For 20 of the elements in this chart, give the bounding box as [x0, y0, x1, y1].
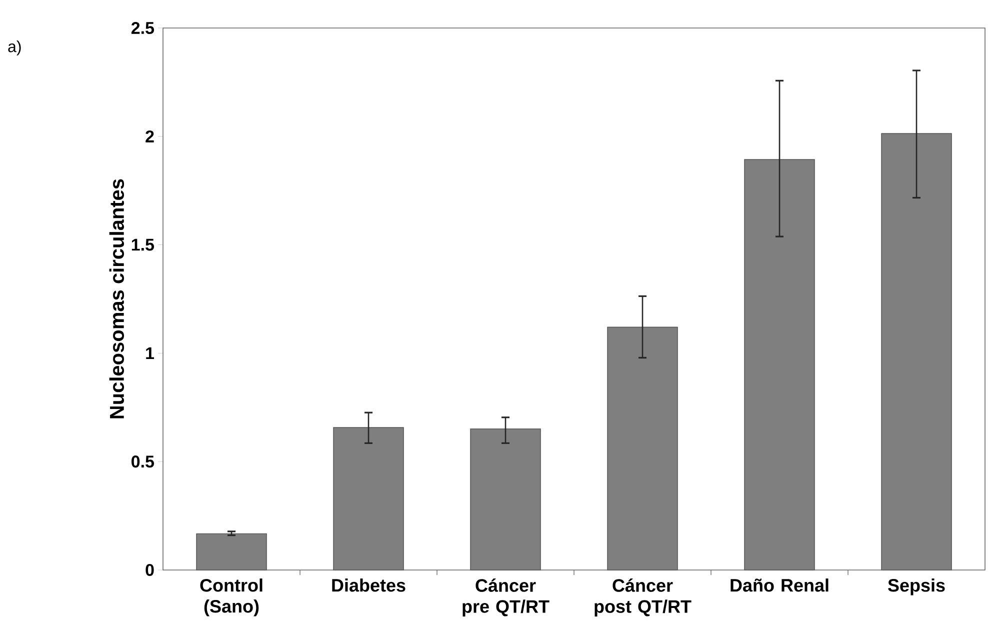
y-axis-title: Nucleosomas circulantes: [109, 179, 124, 418]
x-tick-label: Cáncer post QT/RT: [594, 578, 692, 616]
bar: [607, 326, 678, 570]
y-tick-label: 1: [146, 347, 154, 360]
bar: [333, 427, 404, 570]
x-tick-label: Diabetes: [332, 578, 406, 592]
bar: [470, 428, 541, 570]
bar: [881, 133, 952, 570]
x-tick-label: Cáncer pre QT/RT: [462, 578, 550, 616]
x-tick-label: Control (Sano): [200, 578, 262, 616]
y-tick-label: 2.5: [131, 22, 154, 34]
y-tick-label: 2: [146, 130, 154, 142]
bar: [744, 159, 815, 570]
bar: [196, 533, 267, 570]
x-tick-label: Daño Renal: [730, 578, 828, 592]
y-tick-label: 0.5: [132, 456, 154, 468]
x-tick-label: Sepsis: [888, 578, 945, 596]
y-tick-label: 0: [146, 564, 154, 576]
text: a): [8, 40, 21, 56]
y-tick-label: 1.5: [132, 238, 154, 251]
